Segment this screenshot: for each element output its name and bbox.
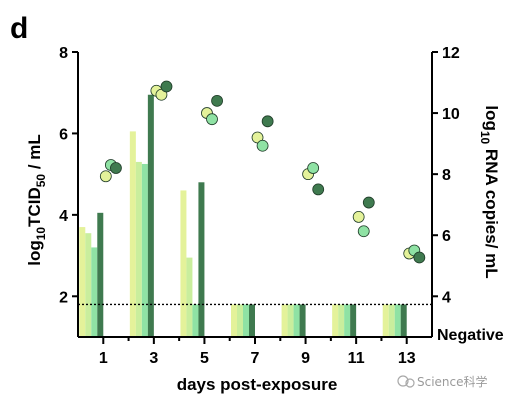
rna-data-point [352, 210, 365, 223]
bar [299, 304, 306, 337]
bar [249, 304, 255, 337]
left-tick-label: 6 [59, 126, 68, 143]
rna-data-point [99, 170, 112, 183]
right-tick-label: 10 [442, 106, 460, 123]
rna-data-point [110, 162, 122, 174]
x-tick-label: 9 [301, 350, 310, 367]
left-tick-label: 4 [59, 208, 68, 225]
bar [231, 304, 237, 337]
x-axis-title: days post-exposure [177, 375, 338, 394]
bar [332, 304, 339, 337]
bar [344, 304, 351, 337]
x-tick-label: 7 [251, 350, 260, 367]
bar [85, 233, 92, 337]
rna-data-point [362, 196, 375, 209]
panel-letter: d [10, 12, 28, 45]
bar [350, 304, 357, 337]
right-tick-label: 12 [442, 45, 460, 62]
bar [180, 190, 187, 337]
bar [186, 257, 193, 337]
negative-label: Negative [437, 327, 504, 344]
rna-data-point [261, 115, 274, 128]
right-tick-label: 8 [442, 167, 451, 184]
bar [91, 247, 98, 337]
rna-data-point [256, 139, 269, 152]
rna-data-point [160, 80, 173, 93]
bar [287, 304, 294, 337]
right-tick-label: 6 [442, 228, 451, 245]
right-tick-label: 4 [442, 289, 451, 306]
rna-data-point [211, 94, 223, 107]
bar [293, 304, 300, 337]
bar [192, 304, 199, 337]
x-tick-label: 3 [149, 350, 158, 367]
rna-data-point [413, 251, 426, 264]
rna-data-point [206, 113, 218, 126]
left-tick-label: 2 [59, 289, 68, 306]
left-tick-label: 8 [59, 45, 68, 62]
bar [382, 304, 389, 337]
x-tick-label: 11 [348, 350, 365, 367]
bar [243, 304, 249, 337]
left-axis-title: log10TCID50 / mL [25, 134, 48, 266]
bar [394, 304, 401, 337]
rna-data-point [312, 183, 325, 196]
watermark: Science科学 [397, 374, 488, 389]
right-axis-title: log10 RNA copies/ mL [478, 105, 501, 278]
bar [388, 304, 395, 337]
bar [281, 304, 288, 337]
bar [198, 182, 205, 337]
bar [237, 304, 243, 337]
bar [129, 131, 136, 337]
watermark-text: Science科学 [417, 374, 488, 389]
rna-data-point [357, 225, 370, 238]
bar [135, 161, 142, 337]
rna-data-point [307, 162, 320, 174]
bar [141, 163, 148, 337]
bar [97, 212, 104, 337]
x-tick-label: 1 [99, 350, 108, 367]
bar [338, 304, 345, 337]
x-tick-label: 13 [398, 350, 416, 367]
bar [79, 227, 86, 337]
x-tick-label: 5 [200, 350, 209, 367]
bar [147, 94, 154, 337]
bar [400, 304, 407, 337]
